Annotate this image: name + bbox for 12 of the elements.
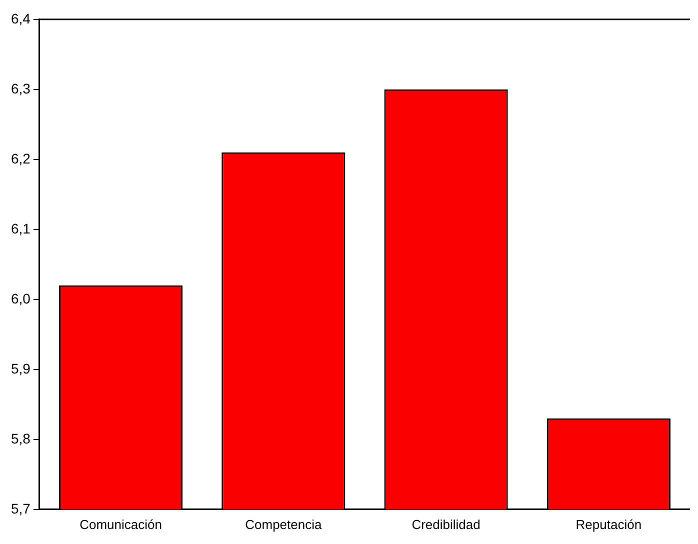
x-tick-label: Reputación [576, 516, 642, 532]
y-tick-label: 5,7 [10, 500, 31, 516]
x-tick-label: Comunicación [80, 516, 162, 532]
y-tick-label: 6,4 [10, 10, 31, 26]
y-tick-label: 6,3 [10, 80, 31, 96]
y-tick-label: 6,2 [10, 150, 31, 166]
y-tick-label: 5,9 [10, 360, 31, 376]
y-tick-label: 6,0 [10, 290, 31, 306]
y-tick-label: 5,8 [10, 430, 31, 446]
y-tick-label: 6,1 [10, 220, 31, 236]
x-tick-label: Credibilidad [412, 516, 480, 532]
x-tick-label: Competencia [245, 516, 322, 532]
